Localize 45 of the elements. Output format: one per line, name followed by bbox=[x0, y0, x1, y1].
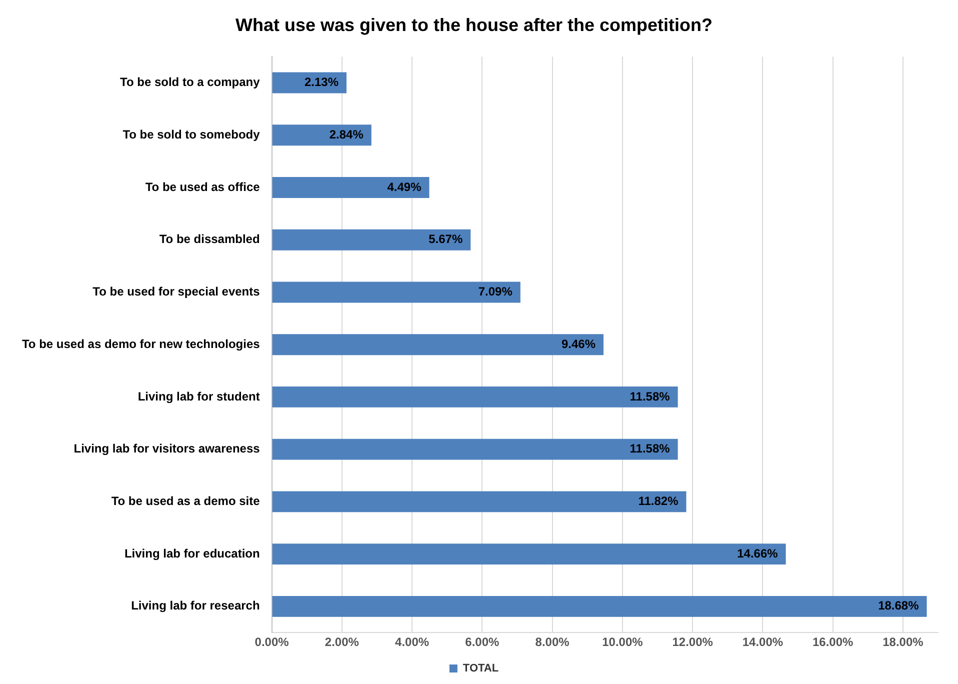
y-tick-label: Living lab for research bbox=[131, 598, 260, 613]
bar bbox=[272, 596, 927, 617]
y-tick-label: Living lab for visitors awareness bbox=[74, 442, 260, 456]
y-tick-label: To be sold to somebody bbox=[122, 127, 260, 142]
x-tick-label: 16.00% bbox=[812, 635, 854, 650]
y-tick-label: Living lab for education bbox=[124, 546, 260, 560]
bar bbox=[272, 177, 430, 198]
chart-title: What use was given to the house after the competition? bbox=[235, 14, 713, 35]
y-tick-label: To be used as demo for new technologies bbox=[22, 336, 260, 351]
x-tick-label: 12.00% bbox=[672, 635, 714, 650]
data-label: 2.13% bbox=[304, 75, 339, 90]
data-label: 9.46% bbox=[561, 336, 596, 351]
y-tick-label: To be used for special events bbox=[92, 284, 260, 299]
data-label: 18.68% bbox=[878, 598, 920, 613]
x-tick-label: 14.00% bbox=[742, 635, 784, 650]
bar bbox=[272, 544, 786, 565]
bar bbox=[272, 282, 520, 303]
data-label: 7.09% bbox=[478, 284, 513, 299]
y-tick-label: To be used as office bbox=[145, 180, 260, 194]
bar bbox=[272, 386, 678, 408]
data-label: 4.49% bbox=[387, 180, 422, 194]
data-label: 5.67% bbox=[428, 232, 463, 246]
data-label: 11.58% bbox=[630, 442, 670, 456]
x-tick-label: 0.00% bbox=[254, 635, 290, 650]
bar bbox=[272, 229, 471, 250]
x-tick-label: 18.00% bbox=[882, 635, 924, 650]
bar bbox=[272, 334, 604, 356]
data-label: 2.84% bbox=[329, 127, 364, 142]
y-tick-label: Living lab for student bbox=[138, 389, 260, 404]
bar bbox=[272, 124, 372, 146]
data-label: 14.66% bbox=[737, 546, 778, 560]
bar bbox=[272, 72, 346, 94]
legend-label: TOTAL bbox=[462, 662, 499, 675]
x-tick-label: 4.00% bbox=[395, 635, 430, 650]
bar bbox=[272, 438, 678, 460]
x-tick-label: 6.00% bbox=[465, 635, 500, 650]
x-tick-label: 8.00% bbox=[535, 635, 570, 650]
x-tick-label: 2.00% bbox=[324, 635, 360, 650]
data-label: 11.58% bbox=[630, 389, 670, 404]
data-label: 11.82% bbox=[638, 494, 679, 508]
y-tick-label: To be used as a demo site bbox=[111, 494, 260, 508]
y-tick-label: To be sold to a company bbox=[120, 75, 260, 90]
bar bbox=[272, 491, 686, 512]
y-tick-label: To be dissambled bbox=[159, 232, 260, 246]
x-tick-label: 10.00% bbox=[602, 635, 644, 650]
